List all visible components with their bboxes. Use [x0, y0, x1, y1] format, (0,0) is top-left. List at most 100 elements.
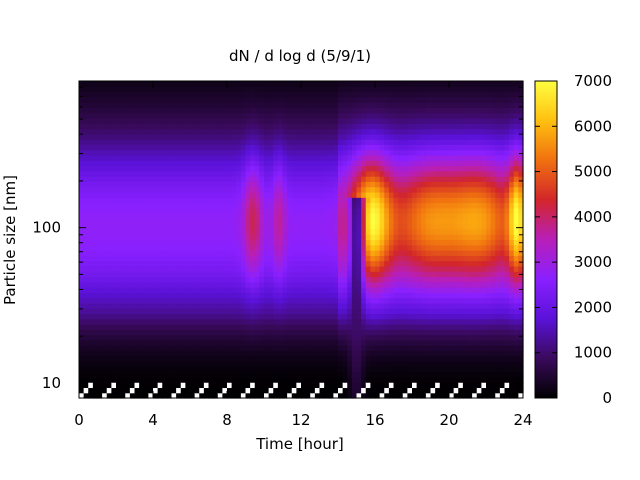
heatmap-cell	[379, 387, 385, 394]
heatmap-cell	[425, 160, 432, 167]
heatmap-cell	[157, 186, 163, 193]
heatmap-cell	[83, 239, 89, 246]
heatmap-cell	[250, 181, 256, 188]
heatmap-cell	[291, 149, 297, 156]
heatmap-cell	[143, 355, 149, 362]
heatmap-cell	[203, 213, 210, 219]
heatmap-cell	[291, 176, 297, 182]
heatmap-cell	[162, 281, 168, 288]
heatmap-cell	[180, 139, 186, 145]
heatmap-cell	[125, 265, 131, 272]
heatmap-cell	[296, 170, 302, 177]
heatmap-cell	[143, 96, 149, 103]
heatmap-cell	[384, 181, 390, 188]
heatmap-cell	[92, 255, 99, 262]
heatmap-cell	[166, 334, 173, 341]
heatmap-cell	[88, 117, 94, 124]
heatmap-cell	[264, 376, 270, 383]
heatmap-cell	[430, 302, 436, 309]
heatmap-cell	[384, 355, 390, 362]
heatmap-cell	[305, 334, 311, 341]
heatmap-cell	[157, 287, 163, 293]
heatmap-cell	[222, 339, 228, 346]
heatmap-cell	[171, 329, 177, 336]
heatmap-cell	[190, 302, 196, 309]
heatmap-cell	[139, 250, 145, 256]
heatmap-cell	[83, 197, 89, 204]
heatmap-cell	[236, 154, 242, 161]
heatmap-cell	[254, 297, 260, 304]
heatmap-cell	[180, 228, 186, 235]
heatmap-cell	[388, 371, 395, 378]
heatmap-cell	[125, 102, 131, 109]
heatmap-cell	[273, 186, 279, 193]
heatmap-cell	[97, 181, 103, 188]
heatmap-cell	[116, 308, 122, 315]
heatmap-cell	[458, 133, 464, 140]
heatmap-cell	[301, 112, 307, 119]
heatmap-cell	[157, 313, 163, 320]
heatmap-cell	[282, 392, 288, 399]
heatmap-cell	[139, 292, 145, 299]
heatmap-cell	[282, 139, 288, 145]
heatmap-cell	[328, 228, 334, 235]
heatmap-cell	[88, 371, 94, 378]
heatmap-cell	[370, 107, 376, 114]
heatmap-cell	[338, 382, 344, 389]
heatmap-cell	[102, 376, 108, 383]
heatmap-cell	[268, 133, 274, 140]
heatmap-cell	[361, 371, 367, 378]
heatmap-cell	[291, 355, 297, 362]
heatmap-cell	[301, 361, 307, 367]
heatmap-cell	[282, 382, 288, 389]
heatmap-cell	[106, 107, 112, 114]
heatmap-cell	[277, 218, 284, 225]
heatmap-cell	[282, 371, 288, 378]
heatmap-cell	[351, 355, 358, 362]
heatmap-cell	[190, 228, 196, 235]
heatmap-cell	[176, 165, 182, 172]
heatmap-cell	[171, 191, 177, 198]
heatmap-cell	[97, 139, 103, 145]
heatmap-cell	[176, 117, 182, 124]
heatmap-cell	[333, 308, 339, 315]
heatmap-cell	[245, 271, 251, 278]
heatmap-cell	[199, 102, 205, 109]
heatmap-cell	[153, 102, 159, 109]
heatmap-cell	[190, 376, 196, 383]
heatmap-cell	[125, 339, 131, 346]
heatmap-cell	[379, 281, 385, 288]
heatmap-cell	[153, 112, 159, 119]
heatmap-cell	[421, 91, 427, 98]
heatmap-cell	[166, 223, 173, 230]
heatmap-cell	[314, 334, 321, 341]
heatmap-cell	[83, 218, 89, 225]
heatmap-cell	[171, 207, 177, 214]
heatmap-cell	[277, 213, 284, 219]
heatmap-cell	[388, 207, 395, 214]
heatmap-cell	[319, 107, 325, 114]
heatmap-cell	[277, 297, 284, 304]
heatmap-cell	[240, 350, 247, 357]
heatmap-cell	[430, 392, 436, 399]
heatmap-cell	[171, 154, 177, 161]
heatmap-cell	[157, 334, 163, 341]
heatmap-cell	[245, 366, 251, 373]
heatmap-cell	[259, 265, 265, 272]
heatmap-cell	[264, 165, 270, 172]
heatmap-cell	[449, 371, 455, 378]
heatmap-cell	[384, 361, 390, 367]
heatmap-cell	[208, 139, 214, 145]
heatmap-cell	[185, 133, 191, 140]
heatmap-cell	[254, 176, 260, 182]
heatmap-cell	[208, 117, 214, 124]
heatmap-cell	[273, 297, 279, 304]
heatmap-cell	[305, 144, 311, 151]
heatmap-cell	[222, 271, 228, 278]
heatmap-cell	[398, 176, 404, 182]
heatmap-cell	[148, 228, 154, 235]
heatmap-cell	[134, 112, 140, 119]
heatmap-cell	[217, 234, 223, 241]
heatmap-cell	[171, 144, 177, 151]
heatmap-cell	[398, 91, 404, 98]
